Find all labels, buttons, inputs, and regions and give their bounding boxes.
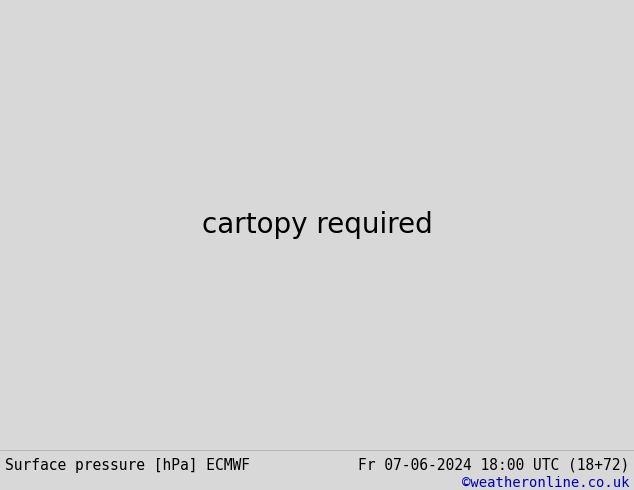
Text: Fr 07-06-2024 18:00 UTC (18+72): Fr 07-06-2024 18:00 UTC (18+72) — [358, 458, 629, 473]
Text: cartopy required: cartopy required — [202, 211, 432, 239]
Text: Surface pressure [hPa] ECMWF: Surface pressure [hPa] ECMWF — [5, 458, 250, 473]
Text: ©weatheronline.co.uk: ©weatheronline.co.uk — [462, 476, 629, 490]
